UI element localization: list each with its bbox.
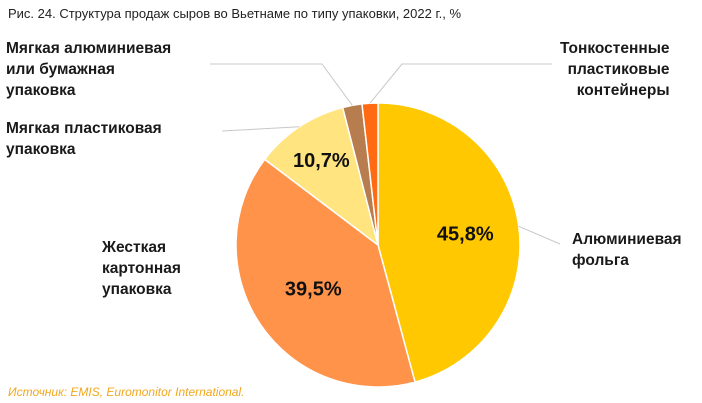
value-label: 10,7% [293,150,350,172]
slice-thin-wall-plastic [361,102,379,246]
label-soft-aluminium-paper: Мягкая алюминиевая или бумажная упаковка [6,40,172,99]
source-note: Источник: EMIS, Euromonitor Internationa… [8,385,245,399]
leader-line [221,126,300,132]
chart-title: Рис. 24. Структура продаж сыров во Вьетн… [8,6,462,21]
slice-rigid-carton [235,158,416,388]
leader-line [210,63,353,106]
label-thin-wall-plastic: Тонкостенные пластиковые контейнеры [560,40,670,99]
value-label: 45,8% [437,223,494,245]
label-rigid-carton: Жесткая картонная упаковка [102,239,181,298]
leader-line [518,225,561,245]
value-label: 39,5% [285,279,342,301]
leader-line [369,63,552,104]
label-soft-plastic: Мягкая пластиковая упаковка [6,120,162,158]
label-aluminium-foil: Алюминиевая фольга [572,231,682,269]
slice-aluminium-foil [377,102,521,384]
